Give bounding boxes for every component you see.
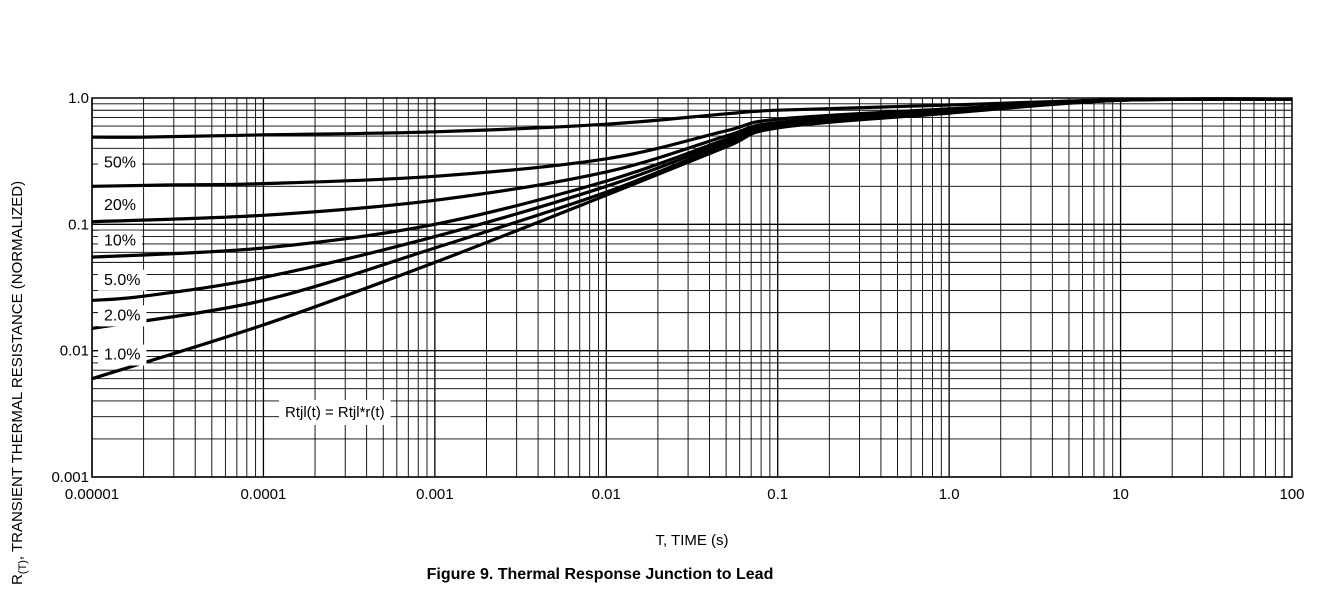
figure-caption: Figure 9. Thermal Response Junction to L… <box>427 566 774 583</box>
x-tick-label: 0.0001 <box>240 486 286 503</box>
series-line-2 <box>91 97 1293 188</box>
x-tick-label: 0.1 <box>767 486 788 503</box>
x-tick-labels: 0.00001 0.0001 0.001 0.01 0.1 1.0 10 100 <box>65 486 1305 503</box>
y-tick-label: 0.01 <box>60 343 89 360</box>
series-label-text: 50% <box>104 155 136 172</box>
y-axis-title: R(T), TRANSIENT THERMAL RESISTANCE (NORM… <box>9 181 29 585</box>
x-tick-label: 0.001 <box>416 486 454 503</box>
series-labels: 50% 20% 10% 5.0% 2.0% 1.0% <box>98 152 147 366</box>
y-axis-title-rest: , TRANSIENT THERMAL RESISTANCE (NORMALIZ… <box>9 181 26 560</box>
series-label: 2.0% <box>98 305 147 327</box>
x-axis-title: T, TIME (s) <box>655 532 728 549</box>
annotation-box: Rtjl(t) = Rtjl*r(t) <box>279 400 391 425</box>
series-label-text: 2.0% <box>104 307 140 324</box>
series-line-7 <box>91 97 1293 381</box>
series-label-text: 10% <box>104 232 136 249</box>
y-tick-label: 1.0 <box>68 90 89 107</box>
x-tick-label: 1.0 <box>939 486 960 503</box>
series-label-text: 1.0% <box>104 347 140 364</box>
series-line-1 <box>91 97 1293 139</box>
series-label-text: 20% <box>104 197 136 214</box>
y-tick-label: 0.1 <box>68 216 89 233</box>
y-tick-label: 0.001 <box>51 469 89 486</box>
x-tick-label: 0.01 <box>592 486 621 503</box>
series-label: 10% <box>98 230 143 252</box>
plot-frame <box>91 97 1293 478</box>
series-line-5 <box>91 97 1293 302</box>
series-line-4 <box>91 97 1293 259</box>
series-lines <box>91 97 1293 381</box>
series-label-text: 5.0% <box>104 272 140 289</box>
x-tick-label: 10 <box>1112 486 1129 503</box>
y-tick-labels: 0.001 0.01 0.1 1.0 <box>51 90 89 486</box>
y-axis-title-prefix: R <box>9 574 26 585</box>
series-label: 5.0% <box>98 269 147 291</box>
series-label: 20% <box>98 194 143 216</box>
x-tick-label: 0.00001 <box>65 486 119 503</box>
annotation-text: Rtjl(t) = Rtjl*r(t) <box>285 404 385 421</box>
series-label: 1.0% <box>98 344 147 366</box>
y-axis-title-subscript: (T) <box>17 560 29 574</box>
x-tick-label: 100 <box>1279 486 1304 503</box>
series-label: 50% <box>98 152 143 174</box>
